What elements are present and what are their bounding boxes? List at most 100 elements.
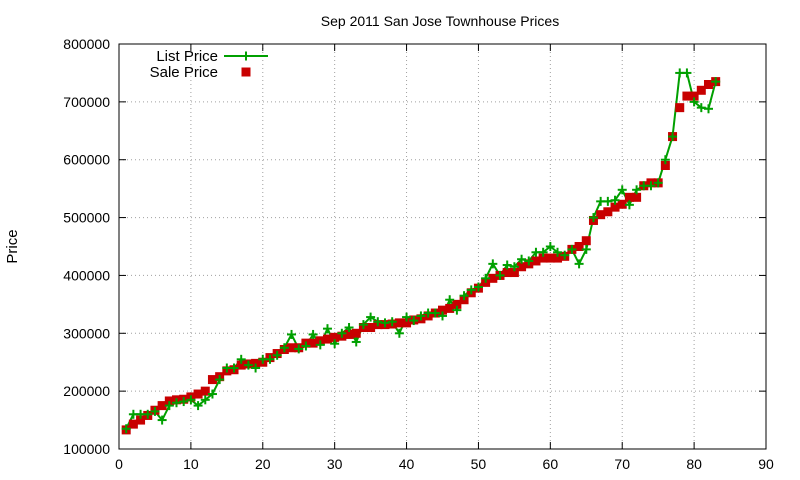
list-price-point <box>164 401 174 411</box>
list-price-point <box>459 291 469 301</box>
sale-price-point <box>509 268 519 278</box>
sale-price-point <box>517 262 527 272</box>
y-tick-label: 200000 <box>63 383 110 399</box>
sale-price-point <box>452 299 462 309</box>
list-price-point <box>251 363 261 373</box>
list-price-point <box>502 260 512 270</box>
sale-price-point <box>703 80 713 89</box>
list-price-point <box>488 259 498 269</box>
sale-price-point <box>603 207 613 217</box>
list-price-point <box>380 318 390 328</box>
list-price-point <box>287 329 297 339</box>
list-price-point <box>603 196 613 206</box>
list-price-point <box>366 312 376 322</box>
list-price-point <box>308 329 318 339</box>
sale-price-point <box>660 161 670 170</box>
list-price-point <box>186 395 196 405</box>
sale-price-point <box>696 85 706 95</box>
list-price-point <box>200 395 210 405</box>
sale-price-point <box>157 401 167 411</box>
sale-price-point <box>617 199 627 209</box>
list-price-point <box>553 247 563 257</box>
list-price-point <box>689 97 699 107</box>
list-price-point <box>703 104 713 114</box>
list-price-point <box>660 155 670 165</box>
y-tick-label: 500000 <box>63 210 110 226</box>
sale-price-point <box>624 192 634 202</box>
list-price-point <box>473 282 483 292</box>
list-price-point <box>682 68 692 78</box>
list-price-point <box>466 285 476 295</box>
sale-price-point <box>308 338 318 348</box>
sale-price-point <box>502 268 512 278</box>
list-price-point <box>301 341 311 351</box>
list-price-point <box>243 360 253 370</box>
list-price-point <box>509 262 519 272</box>
list-price-point <box>481 273 491 283</box>
x-tick-label: 80 <box>686 456 702 472</box>
sale-price-point <box>136 415 146 425</box>
list-price-point <box>624 200 634 210</box>
list-price-point <box>495 270 505 280</box>
list-price-point <box>344 323 354 332</box>
sale-price-point <box>553 253 563 263</box>
list-price-point <box>653 178 663 188</box>
y-tick-label: 100000 <box>63 441 110 457</box>
sale-price-point <box>344 329 354 339</box>
list-price-point <box>402 312 412 322</box>
y-tick-label: 800000 <box>63 36 110 52</box>
sale-price-point <box>538 253 548 263</box>
sale-price-point <box>402 318 412 328</box>
sale-price-point <box>394 318 404 328</box>
sale-price-point <box>689 91 699 101</box>
y-tick-label: 600000 <box>63 152 110 168</box>
y-tick-label: 700000 <box>63 94 110 110</box>
plot-frame <box>118 43 767 450</box>
list-price-point <box>574 259 584 269</box>
list-price-point <box>646 181 656 191</box>
list-price-point <box>172 398 182 408</box>
list-price-point <box>567 244 577 254</box>
series-layer <box>121 68 721 435</box>
list-price-point <box>524 256 534 266</box>
x-tick-label: 50 <box>471 456 487 472</box>
list-price-point <box>668 132 678 142</box>
list-price-point <box>711 77 721 87</box>
list-price-point <box>294 344 304 354</box>
sale-price-point <box>545 253 555 263</box>
list-price-point <box>322 324 332 334</box>
sale-price-point <box>610 202 620 212</box>
list-price-point <box>545 242 555 251</box>
list-price-point <box>438 311 447 321</box>
x-tick-label: 30 <box>327 456 343 472</box>
list-price-point <box>445 295 455 305</box>
sale-price-point <box>366 323 376 332</box>
sale-price-point <box>251 358 261 368</box>
list-price-point <box>394 328 404 338</box>
legend-label-sale-price: Sale Price <box>150 64 218 81</box>
list-price-point <box>617 185 627 195</box>
sale-price-point <box>322 334 332 344</box>
legend-label-list-price: List Price <box>156 48 218 65</box>
list-price-point <box>279 343 289 353</box>
list-price-point <box>358 320 368 330</box>
y-tick-label: 400000 <box>63 267 110 283</box>
sale-price-point <box>632 192 642 202</box>
sale-price-point <box>581 236 591 246</box>
sale-price-point <box>207 375 217 385</box>
x-tick-label: 40 <box>399 456 415 472</box>
list-price-point <box>121 424 131 434</box>
list-price-point <box>157 415 167 425</box>
y-axis-label: Price <box>4 229 21 263</box>
list-price-point <box>236 354 246 364</box>
list-price-point <box>387 317 397 327</box>
list-price-point <box>272 350 282 360</box>
list-price-point <box>632 185 642 195</box>
list-price-point <box>696 103 706 113</box>
list-price-point <box>581 244 591 254</box>
x-tick-label: 90 <box>758 456 774 472</box>
x-tick-label: 60 <box>543 456 559 472</box>
sale-price-point <box>675 103 685 113</box>
list-price-point <box>409 316 419 326</box>
